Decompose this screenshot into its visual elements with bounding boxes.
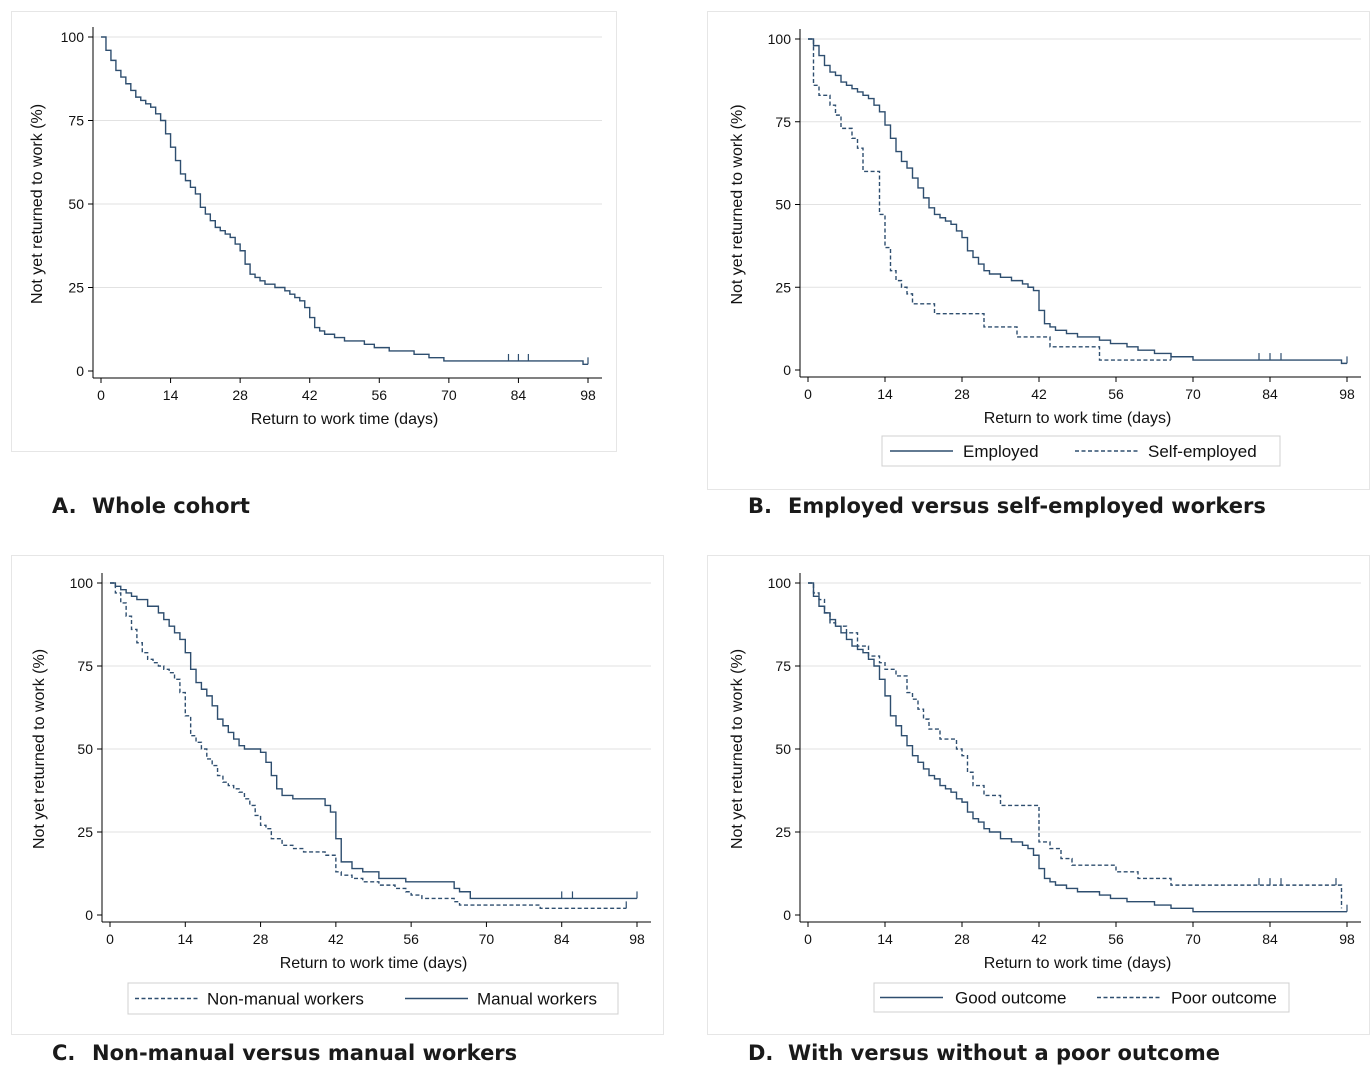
panel-d-letter: D. <box>748 1041 774 1065</box>
panel-c-title: Non-manual versus manual workers <box>92 1041 518 1065</box>
panel-c-caption: C. Non-manual versus manual workers <box>52 1041 517 1065</box>
panel-b-y-tick-label: 100 <box>768 31 792 47</box>
panel-c-series-manual-workers <box>110 582 637 900</box>
panel-d-x-tick-label: 70 <box>1185 931 1201 947</box>
panel-c-x-tick-label: 56 <box>403 931 419 947</box>
panel-d-x-tick-label: 14 <box>877 931 893 947</box>
panel-b-x-tick-label: 98 <box>1339 386 1355 402</box>
panel-a-x-tick-label: 42 <box>302 387 318 403</box>
panel-b-legend-label: Self-employed <box>1148 442 1257 461</box>
panel-c-y-tick-label: 50 <box>77 741 93 757</box>
panel-a-x-tick-label: 56 <box>371 387 387 403</box>
panel-d-legend-box <box>873 982 1290 1013</box>
panel-c-letter: C. <box>52 1041 76 1065</box>
panel-c-legend-label: Non-manual workers <box>207 990 364 1009</box>
panel-c-legend-box <box>127 982 619 1015</box>
panel-d-x-tick-label: 42 <box>1031 931 1047 947</box>
panel-d-series-good-outcome <box>808 582 1347 913</box>
panel-c-legend-label: Manual workers <box>477 990 597 1009</box>
panel-a-x-axis-label: Return to work time (days) <box>251 411 439 428</box>
panel-c-x-tick-label: 42 <box>328 931 344 947</box>
panel-a-letter: A. <box>52 494 77 518</box>
panel-b-y-tick-label: 75 <box>775 114 791 130</box>
panel-b-legend-label: Employed <box>963 442 1039 461</box>
panel-a-x-tick-label: 84 <box>511 387 527 403</box>
panel-c-x-tick-label: 84 <box>554 931 570 947</box>
panel-d-y-tick-label: 0 <box>783 907 791 923</box>
panel-b-x-tick-label: 0 <box>804 386 812 402</box>
panel-a-x-tick-label: 98 <box>580 387 596 403</box>
panel-c-x-tick-label: 0 <box>106 931 114 947</box>
panel-d-frame <box>707 555 1370 1035</box>
panel-d-y-axis-label: Not yet returned to work (%) <box>729 649 746 849</box>
panel-a-x-tick-label: 70 <box>441 387 457 403</box>
panel-d-series-poor-outcome <box>808 582 1343 909</box>
panel-c-x-tick-label: 14 <box>177 931 193 947</box>
panel-c-series-non-manual-workers <box>110 582 627 910</box>
panel-a-series-line-0 <box>101 36 588 366</box>
panel-c-y-tick-label: 25 <box>77 824 93 840</box>
panel-c-y-tick-label: 100 <box>70 575 94 591</box>
panel-b-x-tick-label: 42 <box>1031 386 1047 402</box>
panel-d-x-tick-label: 84 <box>1262 931 1278 947</box>
panel-a-x-tick-label: 28 <box>232 387 248 403</box>
panel-a-y-axis-label: Not yet returned to work (%) <box>29 104 46 304</box>
panel-b-y-tick-label: 0 <box>783 362 791 378</box>
panel-c-x-axis-label: Return to work time (days) <box>280 955 468 972</box>
panel-b-frame <box>707 11 1370 490</box>
panel-d-legend-label: Poor outcome <box>1171 989 1277 1008</box>
panel-b-y-tick-label: 50 <box>775 197 791 213</box>
panel-d-y-tick-label: 50 <box>775 741 791 757</box>
panel-b-x-tick-label: 28 <box>954 386 970 402</box>
panel-b-title: Employed versus self-employed workers <box>788 494 1266 518</box>
panel-c-x-tick-label: 28 <box>253 931 269 947</box>
panel-c-y-axis-label: Not yet returned to work (%) <box>31 649 48 849</box>
panel-d-y-tick-label: 75 <box>775 658 791 674</box>
panel-d-title: With versus without a poor outcome <box>788 1041 1220 1065</box>
panel-a-y-tick-label: 0 <box>76 363 84 379</box>
panel-b-x-axis-label: Return to work time (days) <box>984 410 1172 427</box>
panel-c-y-tick-label: 75 <box>77 658 93 674</box>
panel-d-y-tick-label: 25 <box>775 824 791 840</box>
panel-a-y-tick-label: 75 <box>68 113 84 129</box>
panel-b-x-tick-label: 56 <box>1108 386 1124 402</box>
panel-a-title: Whole cohort <box>92 494 250 518</box>
panel-c-x-tick-label: 70 <box>479 931 495 947</box>
panel-a-y-tick-label: 50 <box>68 196 84 212</box>
panel-a-x-tick-label: 0 <box>97 387 105 403</box>
panel-a-y-tick-label: 100 <box>61 29 85 45</box>
panel-d-y-tick-label: 100 <box>768 575 792 591</box>
panel-b-x-tick-label: 70 <box>1185 386 1201 402</box>
panel-d-caption: D. With versus without a poor outcome <box>748 1041 1220 1065</box>
panel-b-y-axis-label: Not yet returned to work (%) <box>729 104 746 304</box>
panel-a-x-tick-label: 14 <box>163 387 179 403</box>
panel-a-y-tick-label: 25 <box>68 280 84 296</box>
panel-b-y-tick-label: 25 <box>775 279 791 295</box>
panel-b-caption: B. Employed versus self-employed workers <box>748 494 1266 518</box>
panel-d-x-tick-label: 28 <box>954 931 970 947</box>
panel-b-series-employed <box>808 38 1347 365</box>
panel-d-x-axis-label: Return to work time (days) <box>984 955 1172 972</box>
panel-d-x-tick-label: 98 <box>1339 931 1355 947</box>
panel-d-x-tick-label: 56 <box>1108 931 1124 947</box>
panel-b-x-tick-label: 14 <box>877 386 893 402</box>
panel-b-letter: B. <box>748 494 772 518</box>
panel-b-series-self-employed <box>808 38 1171 361</box>
panel-d-x-tick-label: 0 <box>804 931 812 947</box>
panel-b-x-tick-label: 84 <box>1262 386 1278 402</box>
panel-a-caption: A. Whole cohort <box>52 494 250 518</box>
panel-c-x-tick-label: 98 <box>629 931 645 947</box>
panel-c-frame <box>11 555 664 1035</box>
panel-c-y-tick-label: 0 <box>85 907 93 923</box>
panel-d-legend-label: Good outcome <box>955 989 1067 1008</box>
